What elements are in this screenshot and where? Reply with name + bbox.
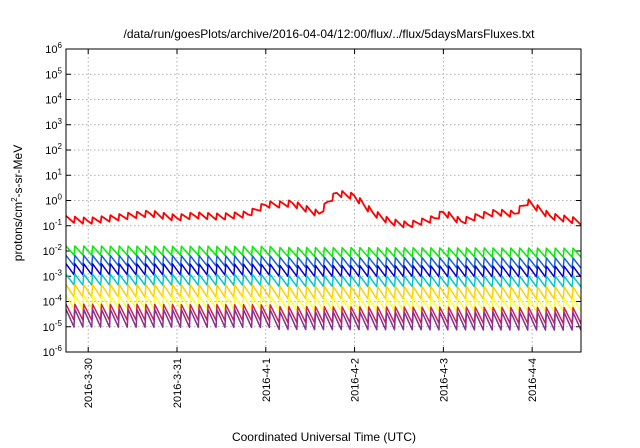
- y-tick-label: 10-3: [43, 268, 63, 283]
- y-tick-base: 10: [43, 322, 55, 334]
- y-tick-label: 10-4: [43, 294, 63, 309]
- y-axis-label-rest: -s-sr-MeV: [11, 145, 25, 198]
- series-line-5: [65, 273, 582, 288]
- y-tick-base: 10: [45, 170, 57, 182]
- series-line-6: [65, 283, 582, 300]
- y-tick-exponent: 6: [58, 41, 63, 50]
- y-tick-exponent: -6: [55, 344, 63, 353]
- y-tick-exponent: -1: [55, 218, 63, 227]
- chart-title: /data/run/goesPlots/archive/2016-04-04/1…: [124, 27, 536, 41]
- series-line-1: [65, 190, 582, 229]
- y-tick-label: 10-2: [43, 243, 63, 258]
- y-axis-label-base: protons/cm: [11, 202, 25, 261]
- x-tick-label: 2016-3-30: [83, 358, 95, 408]
- series-line-4: [65, 263, 582, 278]
- y-tick-base: 10: [45, 145, 57, 157]
- y-tick-exponent: -5: [55, 319, 63, 328]
- series-line-9: [65, 308, 582, 331]
- y-tick-exponent: 3: [58, 117, 63, 126]
- x-tick-label: 2016-3-31: [172, 358, 184, 408]
- y-tick-base: 10: [45, 120, 57, 132]
- y-tick-base: 10: [45, 196, 57, 208]
- y-tick-exponent: 5: [58, 66, 63, 75]
- y-tick-label: 104: [45, 92, 62, 107]
- y-tick-label: 10-6: [43, 344, 63, 359]
- x-tick-label: 2016-4-3: [438, 358, 450, 402]
- y-tick-label: 106: [45, 41, 62, 56]
- x-tick-label: 2016-4-2: [350, 358, 362, 402]
- y-tick-exponent: 1: [58, 167, 63, 176]
- y-tick-label: 100: [45, 193, 62, 208]
- y-tick-exponent: 4: [58, 92, 63, 101]
- y-tick-label: 103: [45, 117, 62, 132]
- y-tick-label: 101: [45, 167, 62, 182]
- y-tick-labels: 10-610-510-410-310-210-11001011021031041…: [43, 41, 63, 359]
- y-tick-base: 10: [45, 44, 57, 56]
- y-tick-label: 10-5: [43, 319, 63, 334]
- x-tick-label: 2016-4-4: [527, 358, 539, 402]
- plot-frame: [65, 48, 582, 353]
- y-tick-label: 10-1: [43, 218, 63, 233]
- y-tick-label: 102: [45, 142, 62, 157]
- y-tick-base: 10: [45, 95, 57, 107]
- y-tick-exponent: -2: [55, 243, 63, 252]
- x-tick-labels: 2016-3-30 2016-3-31 2016-4-1 2016-4-2 2016-4…: [83, 358, 539, 408]
- y-tick-base: 10: [43, 347, 55, 359]
- y-tick-base: 10: [45, 69, 57, 81]
- y-tick-exponent: -4: [55, 294, 63, 303]
- data-series: [65, 190, 582, 331]
- y-tick-exponent: 0: [58, 193, 63, 202]
- x-tick-label: 2016-4-1: [261, 358, 273, 402]
- y-tick-base: 10: [43, 221, 55, 233]
- x-axis-label: Coordinated Universal Time (UTC): [232, 430, 416, 444]
- y-tick-base: 10: [43, 297, 55, 309]
- y-axis-label-sup: 2: [10, 197, 19, 202]
- y-tick-label: 105: [45, 66, 62, 81]
- y-tick-exponent: -3: [55, 268, 63, 277]
- y-tick-base: 10: [43, 271, 55, 283]
- y-axis-label: protons/cm2-s-sr-MeV: [10, 145, 25, 261]
- y-tick-exponent: 2: [58, 142, 63, 151]
- y-tick-base: 10: [43, 246, 55, 258]
- series-line-2: [65, 245, 582, 258]
